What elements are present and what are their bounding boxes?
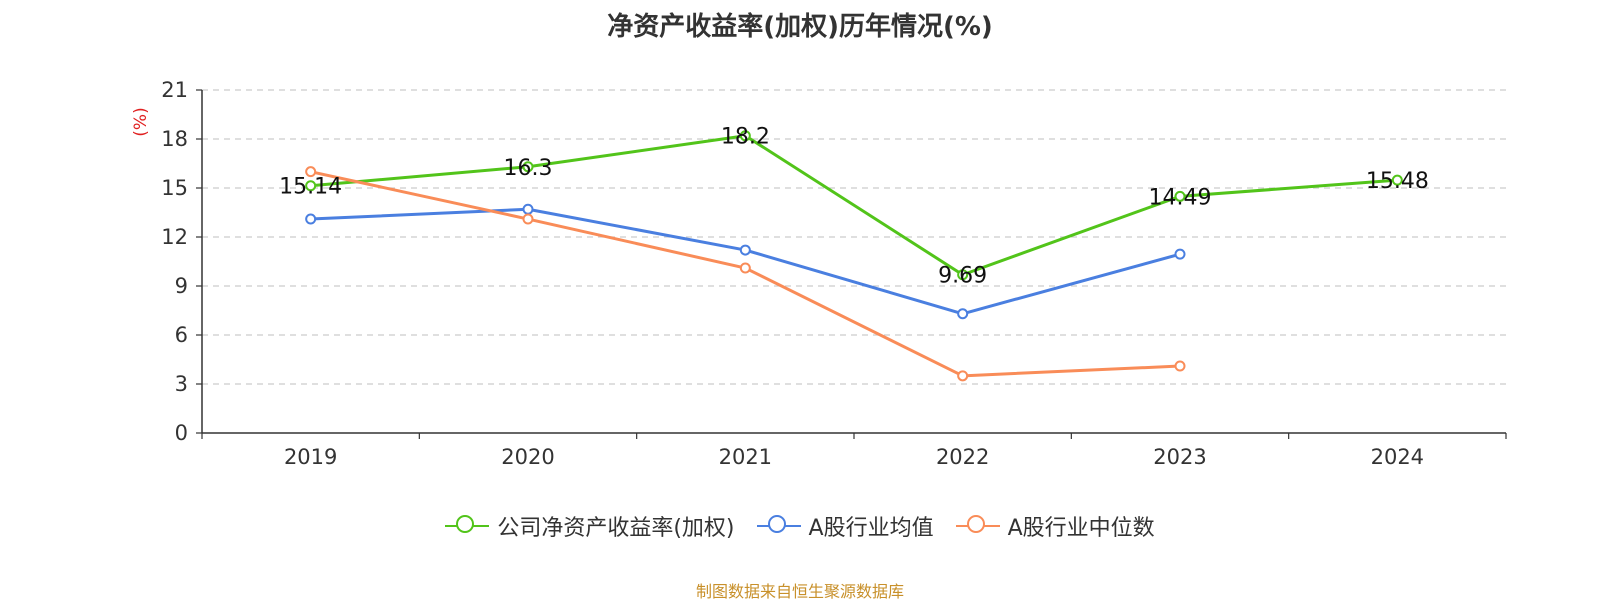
y-tick-label: 21 [161,78,188,102]
legend-item[interactable]: A股行业均值 [756,510,934,542]
data-point [305,213,317,225]
data-point [305,180,317,192]
data-label: 9.69 [938,264,987,289]
data-labels: 15.14 16.3 18.2 9.69 14.49 15.48 [279,125,1429,289]
x-tick-label: 2024 [1371,445,1424,469]
data-label: 15.14 [279,175,342,200]
y-tick-label: 0 [175,421,188,445]
data-point [957,308,969,320]
y-tick-label: 3 [175,372,188,396]
y-tick-label: 12 [161,225,188,249]
legend-swatch-icon [756,514,801,538]
legend-label: A股行业均值 [808,516,934,541]
x-tick-label: 2020 [501,445,554,469]
legend: 公司净资产收益率(加权) A股行业均值 A股行业中位数 [0,510,1600,542]
y-tick-label: 9 [175,274,188,298]
data-label: 15.48 [1366,169,1429,194]
x-tick-label: 2019 [284,445,337,469]
series-line [310,170,1181,378]
y-tick-label: 6 [175,323,188,347]
legend-item[interactable]: A股行业中位数 [955,510,1155,542]
data-label: 16.3 [504,156,553,181]
line-chart: 0 3 6 9 12 15 18 21 2019 2020 2021 2022 2023 2024 (%)… [131,78,1507,469]
series-line [310,134,1398,277]
legend-label: A股行业中位数 [1007,516,1155,541]
data-point [522,213,534,225]
data-point [957,370,969,382]
axes: 0 3 6 9 12 15 18 21 2019 2020 2021 2022 2023 2024 [161,78,1507,469]
chart-title: 净资产收益率(加权)历年情况(%) [607,12,993,42]
data-point [305,166,317,178]
series-line [310,207,1181,316]
y-tick-label: 18 [161,127,188,151]
data-point [957,269,969,281]
data-point [1174,360,1186,372]
data-point [739,244,751,256]
data-point [739,262,751,274]
data-point [1391,174,1403,186]
data-point [522,203,534,215]
data-point [522,161,534,173]
y-axis-unit-label: (%) [131,107,151,136]
data-point [739,130,751,142]
legend-item[interactable]: 公司净资产收益率(加权) [445,510,735,542]
data-label: 14.49 [1149,185,1212,210]
y-tick-label: 15 [161,176,188,200]
x-tick-label: 2021 [719,445,772,469]
data-point [1174,248,1186,260]
source-note: 制图数据来自恒生聚源数据库 [695,582,904,601]
legend-swatch-icon [445,514,490,538]
series-lines [305,130,1403,382]
grid-lines [202,89,1506,385]
x-tick-label: 2023 [1153,445,1206,469]
data-point [1174,190,1186,202]
legend-swatch-icon [955,514,1000,538]
data-label: 18.2 [721,125,770,150]
legend-label: 公司净资产收益率(加权) [497,516,735,541]
x-tick-label: 2022 [936,445,989,469]
